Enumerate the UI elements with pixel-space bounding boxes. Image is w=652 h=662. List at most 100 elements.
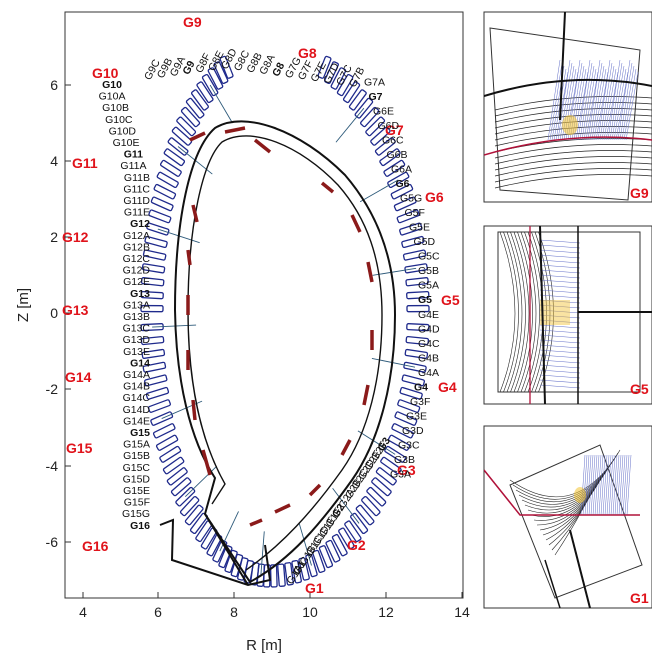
blanket-coil [171, 126, 193, 146]
blanket-coil [380, 456, 402, 475]
wall-tile [201, 449, 212, 476]
blanket-coil [336, 73, 354, 97]
blanket-coil [405, 277, 429, 287]
blanket-coil [142, 361, 167, 373]
sector-label-g7: G7 [385, 122, 404, 138]
sub-sector-label: G15 [130, 427, 150, 439]
sub-sector-label: G12B [123, 241, 150, 253]
sub-sector-label: G13A [123, 299, 150, 311]
sub-sector-label: G10 [102, 79, 122, 91]
blanket-coil [342, 81, 361, 104]
coil-connector [335, 107, 365, 143]
sub-sector-label: G12E [123, 276, 150, 288]
x-tick-label: 12 [378, 604, 394, 620]
x-tick-label: 6 [154, 604, 162, 620]
blanket-coil [148, 209, 172, 224]
blanket-coil [284, 562, 294, 586]
inset-g5-label: G5 [630, 381, 649, 397]
coil-connector [298, 523, 312, 566]
sub-sector-label: G14A [123, 369, 150, 381]
sub-sector-label: G13D [123, 334, 151, 346]
inset-g5-frame [483, 225, 652, 405]
y-tick-label: 4 [50, 153, 58, 169]
y-tick-label: -6 [46, 534, 59, 550]
blanket-coil [375, 467, 397, 486]
blanket-coil [298, 557, 310, 581]
sub-sector-label: G6 [396, 178, 410, 190]
blanket-coil [184, 504, 204, 526]
sub-sector-label: G5 [418, 294, 432, 306]
sector-label-g1: G1 [305, 580, 324, 596]
blanket-coil [180, 106, 201, 128]
blanket-coil [399, 222, 423, 236]
sub-sector-label: G5F [405, 207, 425, 219]
sub-sector-label: G5G [400, 193, 422, 205]
sub-sector-label: G13E [123, 346, 150, 358]
sub-sector-label: G3C [398, 440, 420, 452]
blanket-coil [291, 559, 302, 584]
blanket-coil [162, 456, 185, 475]
blanket-coil [390, 183, 414, 200]
blanket-coil [140, 277, 165, 287]
inset-g9: G9 [483, 11, 652, 203]
blanket-coil [142, 249, 167, 261]
x-axis-title: R [m] [246, 637, 282, 654]
sector-label-g3: G3 [397, 462, 416, 478]
sub-sector-label: G5B [418, 265, 439, 277]
blanket-coil [163, 148, 186, 167]
wall-tile [308, 483, 322, 497]
coil-connector [161, 400, 203, 419]
sector-label-g16: G16 [82, 538, 109, 554]
sector-label-g9: G9 [183, 14, 202, 30]
blanket-coil [324, 61, 339, 85]
blanket-coil [141, 348, 166, 359]
blanket-coil [155, 434, 179, 451]
sub-sector-label: G3D [402, 425, 424, 437]
sector-labels: G1 G2 G3 G4 G5 G6 G7 G8 G9 G10 G11 G12 G… [62, 14, 460, 596]
blanket-coil [359, 106, 380, 128]
coil-connector [359, 179, 399, 203]
sub-sector-label: G3A [390, 469, 411, 481]
sub-sector-label: G15F [124, 497, 150, 509]
wall-tile [274, 503, 291, 514]
sub-sector-label: G3E [406, 411, 427, 423]
sub-sector-label: G15G [122, 508, 150, 520]
blanket-coil [406, 304, 430, 313]
blanket-coil [406, 323, 430, 332]
blanket-coil [145, 386, 170, 400]
x-tick-labels: 4 6 8 10 12 14 [79, 604, 470, 620]
blanket-coil [218, 545, 233, 569]
wall-tile [191, 204, 199, 223]
sub-sector-label: G11B [124, 172, 150, 184]
sub-sector-label: G6B [387, 149, 408, 161]
sub-sector-label: G6E [373, 106, 394, 118]
blanket-coil [190, 89, 209, 111]
blanket-coil [405, 335, 430, 346]
sector-label-g14: G14 [65, 369, 92, 385]
blanket-coil [141, 263, 166, 274]
blanket-coil [159, 445, 182, 463]
sub-sector-label: G10A [99, 91, 126, 103]
blanket-coil [312, 549, 326, 574]
sub-sector-label: G9 [180, 59, 197, 77]
sub-sector-label: G13C [123, 323, 151, 335]
sub-sector-label: G13 [130, 288, 150, 300]
wall-tile [366, 261, 374, 283]
blanket-coil [391, 423, 414, 439]
sub-sector-label: G13B [123, 311, 150, 323]
blanket-coil [399, 386, 423, 400]
sub-sector-label: G6C [382, 135, 404, 147]
sub-sector-label: G12 [130, 218, 150, 230]
wall-tile [189, 131, 206, 142]
sector-label-g10: G10 [92, 65, 119, 81]
coil-connector [357, 430, 396, 455]
blanket-coil [140, 304, 164, 313]
blanket-coil [338, 527, 355, 550]
blanket-coil [196, 81, 214, 104]
x-tick-label: 8 [230, 604, 238, 620]
blanket-coil [269, 564, 278, 588]
sub-sector-label: G6A [391, 164, 412, 176]
wall-tile [249, 518, 263, 527]
inset-g5: G5 [483, 225, 652, 405]
blanket-coil [365, 116, 386, 137]
